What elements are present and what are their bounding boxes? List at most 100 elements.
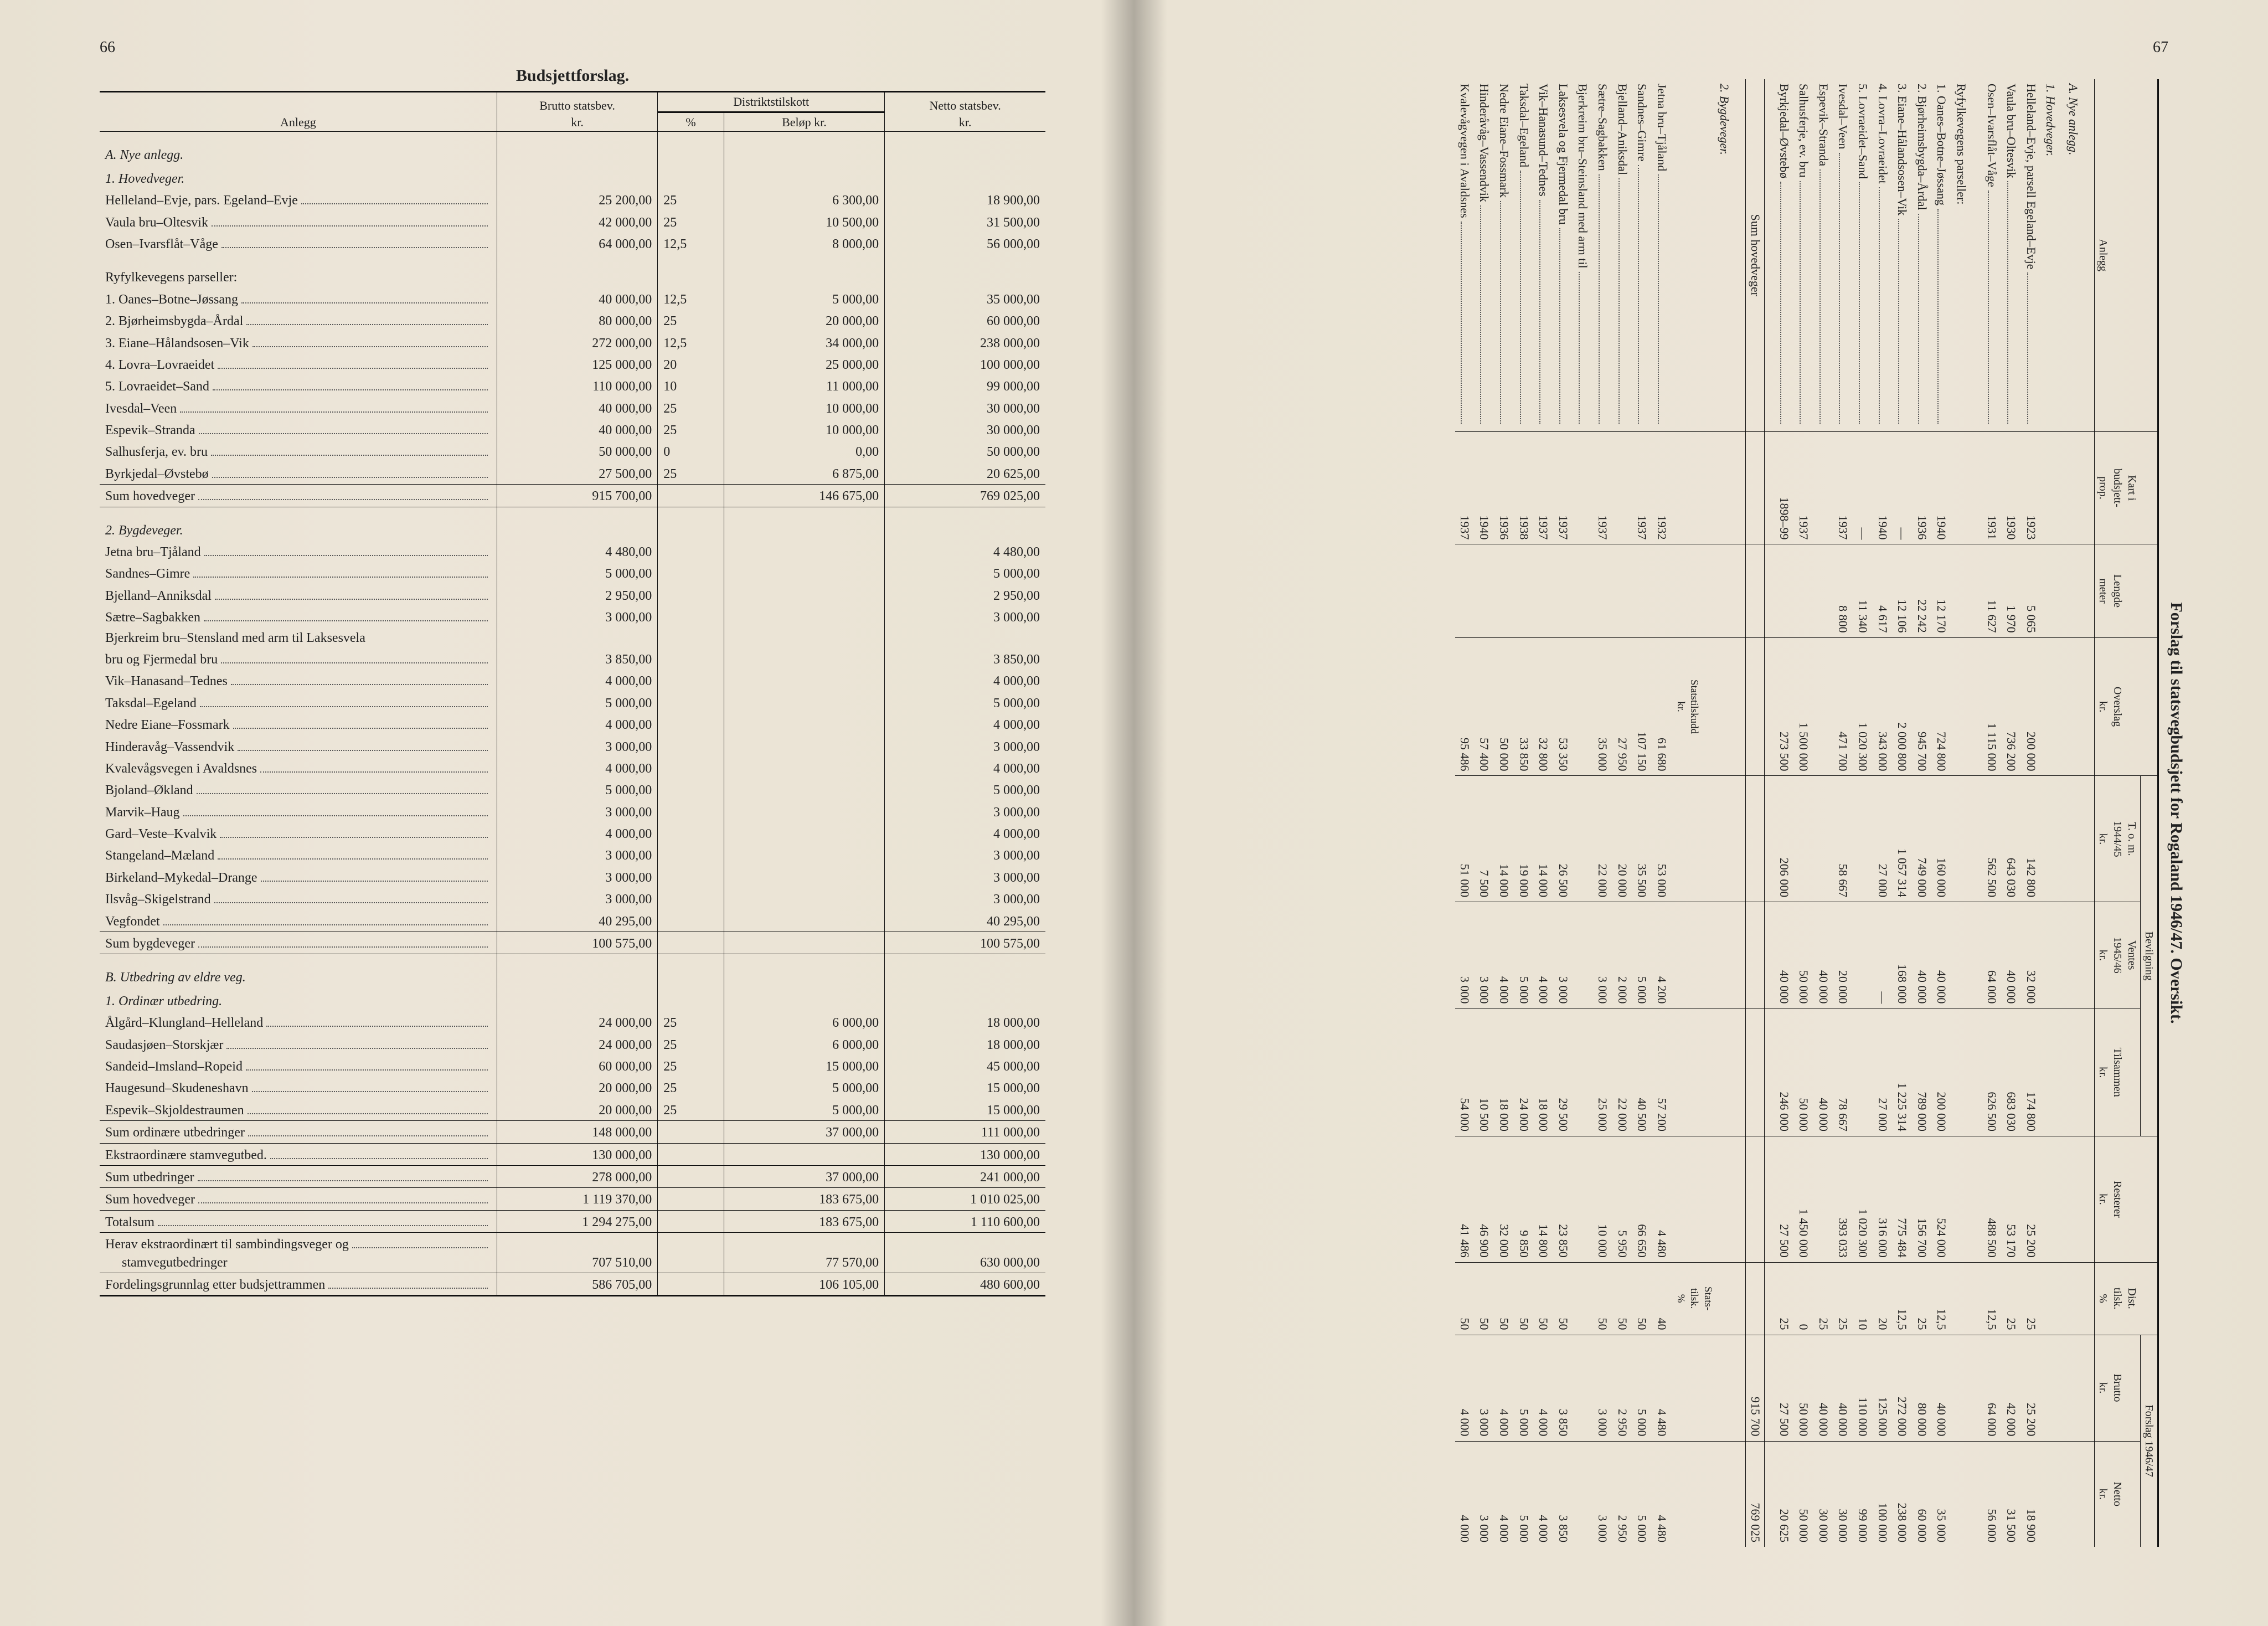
table-row: Ålgård–Klungland–Helleland24 000,00256 0… <box>100 1011 1045 1033</box>
rcol-overslag: Overslagkr. <box>2095 637 2158 776</box>
section-heading: Ryfylkevegens parseller: <box>100 264 1045 287</box>
section-heading: 1. Hovedveger. <box>2042 79 2064 1547</box>
table-row: Hinderåvåg–Vassendvik194057 4007 5003 00… <box>1475 79 1495 1547</box>
table-row: Bjerkreim bru–Steinsland med arm til <box>1574 79 1594 1547</box>
right-page-title: Forslag til statsvegbudsjett for Rogalan… <box>2167 79 2185 1547</box>
table-row: Vegfondet40 295,0040 295,00 <box>100 910 1045 932</box>
table-row: 5. Lovraeidet–Sand—11 3401 020 3001 020 … <box>1853 79 1873 1547</box>
section-heading: 1. Ordinær utbedring. <box>100 988 1045 1011</box>
sum-bygdeveger: Sum bygdeveger100 575,00100 575,00 <box>100 932 1045 954</box>
table-row: Jetna bru–Tjåland193261 68053 0004 20057… <box>1652 79 1672 1547</box>
rcol-forslag: Forslag 1946/47 <box>2141 1335 2158 1547</box>
table-row: Espevik–Stranda40 000,002510 000,0030 00… <box>100 419 1045 440</box>
section-heading: 2. Bygdeveger. <box>1715 79 1738 1547</box>
table-row: Haugesund–Skudeneshavn20 000,00255 000,0… <box>100 1077 1045 1098</box>
section-heading: A. Nye anlegg. <box>2064 79 2086 1547</box>
rcol-dist: Dist.tilsk.% <box>2095 1262 2158 1335</box>
table-row: Marvik–Haug3 000,003 000,00 <box>100 801 1045 822</box>
rcol-tom: T. o. m.1944/45kr. <box>2095 776 2141 902</box>
table-row: 2. Bjørheimsbygda–Årdal80 000,002520 000… <box>100 310 1045 331</box>
table-row: Bjelland–Aniksdal27 95020 0002 00022 000… <box>1613 79 1633 1547</box>
table-row: Sætre–Sagbakken193735 00022 0003 00025 0… <box>1593 79 1613 1547</box>
table-row: Osen–Ivarsflåt–Våge64 000,0012,58 000,00… <box>100 233 1045 254</box>
table-row: Taksdal–Egeland193833 85019 0005 00024 0… <box>1514 79 1534 1547</box>
table-row: Vaula bru–Oltesvik42 000,002510 500,0031… <box>100 211 1045 233</box>
table-row: Jetna bru–Tjåland4 480,004 480,00 <box>100 541 1045 562</box>
rcol-netto: Nettokr. <box>2095 1441 2141 1547</box>
table-row: Sum hovedveger1 119 370,00183 675,001 01… <box>100 1188 1045 1210</box>
col-anlegg: Anlegg <box>100 92 497 132</box>
table-row: Nedre Eiane–Fossmark193650 00014 0004 00… <box>1495 79 1515 1547</box>
rcol-resterer: Restererkr. <box>2095 1136 2158 1262</box>
fordelingsgrunnlag: Fordelingsgrunnlag etter budsjettrammen5… <box>100 1273 1045 1295</box>
table-row: Bjoland–Økland5 000,005 000,00 <box>100 779 1045 800</box>
table-row: Helleland–Evje, parsell Egeland–Evje1923… <box>2022 79 2042 1547</box>
table-row: Espevik–Skjoldestraumen20 000,00255 000,… <box>100 1099 1045 1121</box>
table-row: bru og Fjermedal bru3 850,003 850,00 <box>100 648 1045 670</box>
rcol-tils: Tilsammenkr. <box>2095 1008 2141 1136</box>
table-row: 4. Lovra–Lovraeidet125 000,002025 000,00… <box>100 353 1045 375</box>
rcol-ventes: Ventes1945/46kr. <box>2095 902 2141 1008</box>
table-row: Sum utbedringer278 000,0037 000,00241 00… <box>100 1165 1045 1187</box>
table-row: Vik–Hanasund–Tednes193732 80014 0004 000… <box>1534 79 1554 1547</box>
table-row: Salhusferja, ev. bru50 000,0000,0050 000… <box>100 440 1045 462</box>
section-heading: 1. Hovedveger. <box>100 166 1045 189</box>
rcol-anlegg: Anlegg <box>2095 79 2158 431</box>
budget-proposal-table: Anlegg Brutto statsbev.kr. Distriktstils… <box>100 91 1045 1296</box>
table-row: Ivesdal–Veen40 000,002510 000,0030 000,0… <box>100 397 1045 419</box>
table-row: Sandnes–Gimre5 000,005 000,00 <box>100 562 1045 584</box>
table-row: Ekstraordinære stamvegutbed.130 000,0013… <box>100 1143 1045 1165</box>
table-row: 2. Bjørheimsbygda–Årdal193622 242945 700… <box>1913 79 1932 1547</box>
rcol-kart: Kart ibudsjett-prop. <box>2095 431 2158 544</box>
table-row: Nedre Eiane–Fossmark4 000,004 000,00 <box>100 713 1045 735</box>
rcol-brutto: Bruttokr. <box>2095 1335 2141 1441</box>
table-row: 3. Eiane–Hålandsosen–Vik—12 1062 000 800… <box>1893 79 1913 1547</box>
overview-rotated-container: Forslag til statsvegbudsjett for Rogalan… <box>1217 79 2185 1547</box>
table-row: 1. Oanes–Botne–Jøssang194012 170724 8001… <box>1932 79 1952 1547</box>
table-row: Vik–Hanasand–Tednes4 000,004 000,00 <box>100 670 1045 691</box>
left-page: 66 Budsjettforslag. Anlegg Brutto statsb… <box>0 0 1134 1626</box>
table-row: Hinderavåg–Vassendvik3 000,003 000,00 <box>100 735 1045 757</box>
col-brutto: Brutto statsbev.kr. <box>497 92 657 132</box>
table-row: Birkeland–Mykedal–Drange3 000,003 000,00 <box>100 866 1045 888</box>
table-row: Laksesvela og Fjermedal bru193753 35026 … <box>1554 79 1574 1547</box>
table-row: Osen–Ivarsflåt–Våge193111 6271 115 00056… <box>1982 79 2002 1547</box>
col-netto: Netto statsbev.kr. <box>885 92 1045 132</box>
table-row: 5. Lovraeidet–Sand110 000,001011 000,009… <box>100 375 1045 397</box>
table-row: Bjerkreim bru–Stensland med arm til Laks… <box>100 628 1045 648</box>
table-row: Salhusferje, ev. bru19371 500 00050 0005… <box>1795 79 1815 1547</box>
section-heading: A. Nye anlegg. <box>100 142 1045 165</box>
sum-hovedveger: Sum hovedveger915 700769 025 <box>1746 79 1765 1547</box>
table-row: Kvalevågvegen i Avaldsnes193795 48651 00… <box>1455 79 1475 1547</box>
col-distriktstilskott: Distriktstilskott <box>658 92 885 112</box>
rcol-lengde: Lengdemeter <box>2095 544 2158 637</box>
table-row: Sum ordinære utbedringer148 000,0037 000… <box>100 1121 1045 1143</box>
table-row: Byrkjedal–Øvstebø27 500,00256 875,0020 6… <box>100 462 1045 485</box>
table-row: 3. Eiane–Hålandsosen–Vik272 000,0012,534… <box>100 332 1045 353</box>
page-number-right: 67 <box>2153 39 2168 56</box>
col-dist-belop: Beløp kr. <box>724 112 884 132</box>
table-row: Ivesdal–Veen19378 800471 70058 66720 000… <box>1834 79 1854 1547</box>
table-row: Byrkjedal–Øvstebø1898–99273 500206 00040… <box>1775 79 1795 1547</box>
rcol-bevilgning: Bevilgning <box>2141 776 2158 1136</box>
bygdeveger-subheader: Statstilskuddkr.Stats-tilsk.% <box>1672 79 1715 1547</box>
table-row: Stangeland–Mæland3 000,003 000,00 <box>100 844 1045 866</box>
page-number-left: 66 <box>100 39 115 56</box>
right-page: 67 Forslag til statsvegbudsjett for Roga… <box>1134 0 2268 1626</box>
table-row: Espevik–Stranda40 00040 0002540 00030 00… <box>1814 79 1834 1547</box>
table-row: Saudasjøen–Storskjær24 000,00256 000,001… <box>100 1033 1045 1055</box>
table-row: Ilsvåg–Skigelstrand3 000,003 000,00 <box>100 888 1045 909</box>
table-row: Sandnes–Gimre1937107 15035 5005 00040 50… <box>1633 79 1653 1547</box>
table-row: Bjelland–Anniksdal2 950,002 950,00 <box>100 584 1045 606</box>
table-row: Helleland–Evje, pars. Egeland–Evje25 200… <box>100 189 1045 210</box>
table-row: Kvalevågsvegen i Avaldsnes4 000,004 000,… <box>100 757 1045 779</box>
table-row: Sandeid–Imsland–Ropeid60 000,002515 000,… <box>100 1055 1045 1077</box>
sum-hovedveger: Sum hovedveger915 700,00146 675,00769 02… <box>100 485 1045 507</box>
col-dist-pct: % <box>658 112 724 132</box>
section-heading: B. Utbedring av eldre veg. <box>100 964 1045 987</box>
table-row: 4. Lovra–Lovraeidet19404 617343 00027 00… <box>1873 79 1893 1547</box>
section-heading: 2. Bygdeveger. <box>100 517 1045 541</box>
overview-table: Anlegg Kart ibudsjett-prop. Lengdemeter … <box>1455 79 2159 1547</box>
table-row: Sætre–Sagbakken3 000,003 000,00 <box>100 606 1045 627</box>
table-row: 1. Oanes–Botne–Jøssang40 000,0012,55 000… <box>100 288 1045 310</box>
